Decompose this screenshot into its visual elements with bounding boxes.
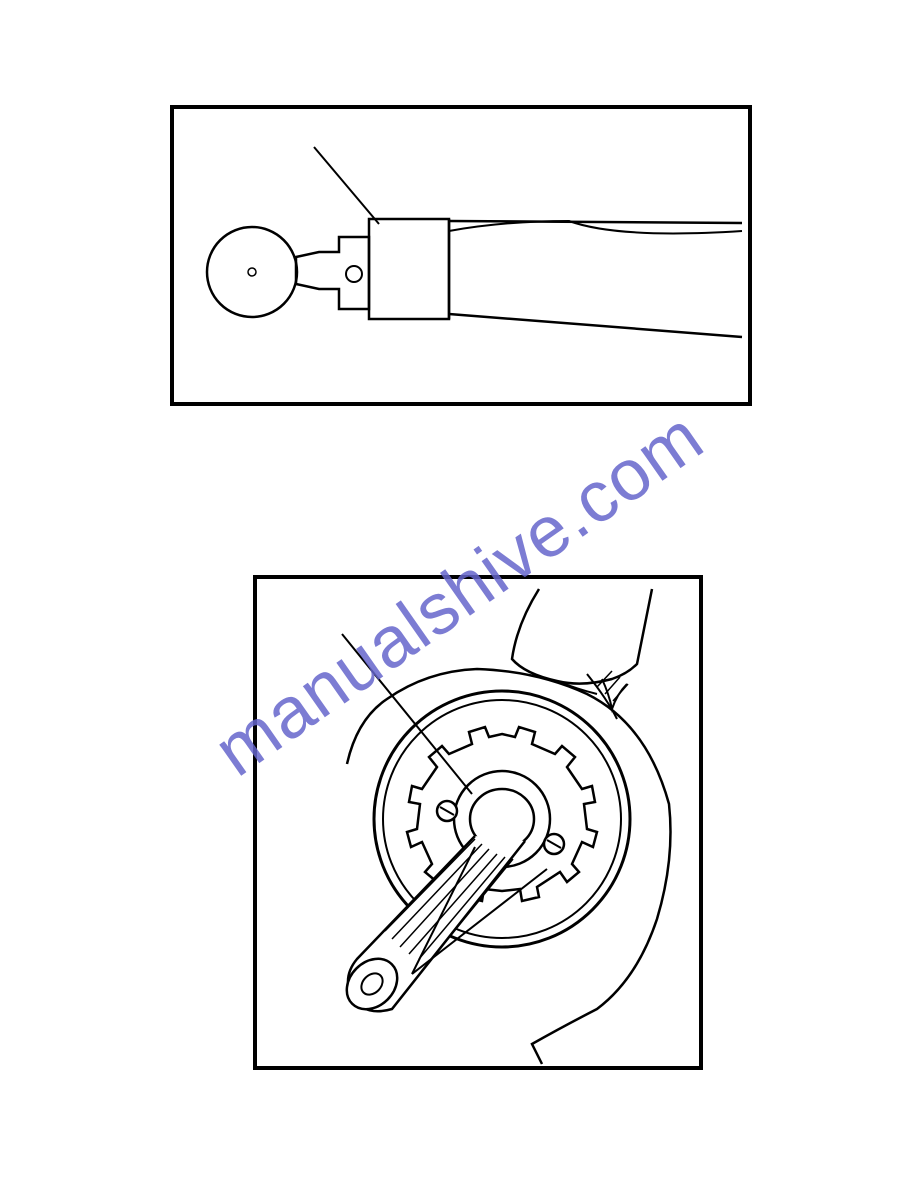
figure-2-box — [253, 575, 703, 1070]
hatch-3 — [613, 684, 628, 701]
torque-wrench-diagram — [174, 109, 748, 402]
handle-top — [449, 221, 742, 223]
gauge-connector — [296, 237, 369, 309]
connector-hole — [346, 266, 362, 282]
handle-bottom — [449, 314, 742, 337]
figure-1-box — [170, 105, 752, 406]
gauge-center — [248, 268, 256, 276]
steering-column-diagram — [257, 579, 699, 1066]
column-top — [512, 589, 652, 684]
body-block — [369, 219, 449, 319]
callout-line-top — [342, 634, 472, 794]
callout-line-1 — [314, 147, 379, 224]
gauge-head — [207, 227, 297, 317]
